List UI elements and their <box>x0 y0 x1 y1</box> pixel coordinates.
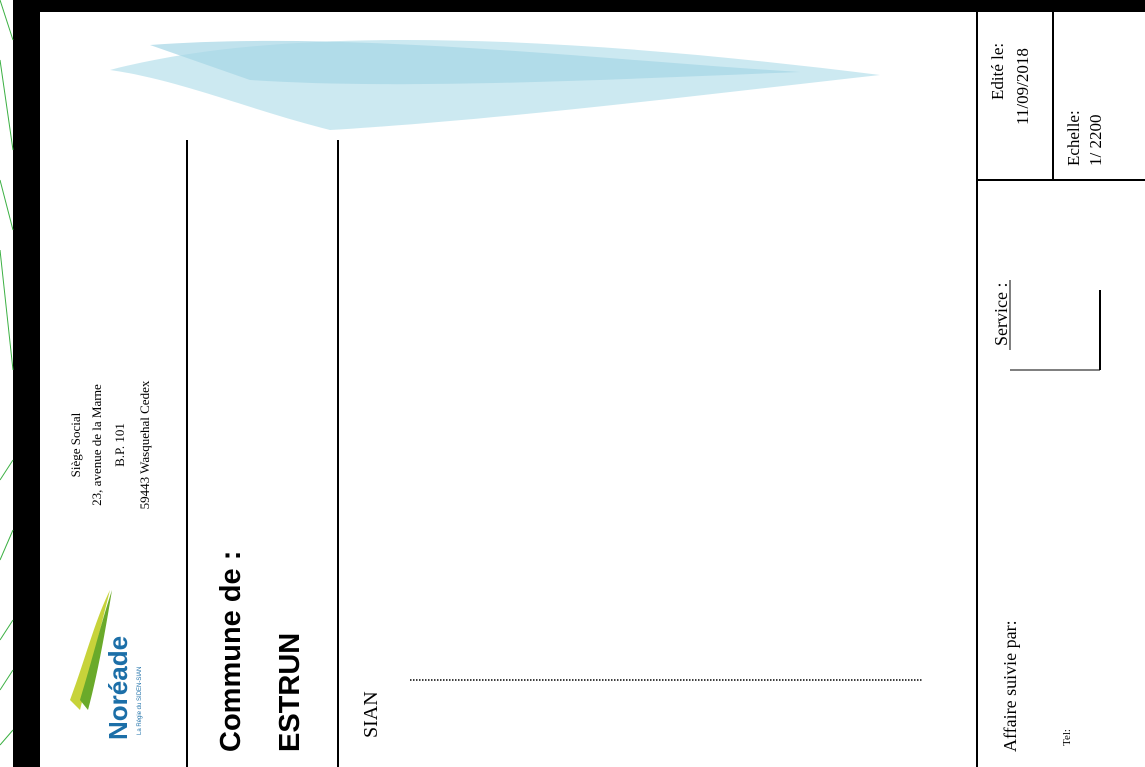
address-line: Siège Social <box>68 412 83 477</box>
network-label: SIAN <box>360 691 382 738</box>
margin-lines <box>0 0 14 746</box>
logo <box>70 590 112 710</box>
edited-date: 11/09/2018 <box>1013 48 1032 125</box>
address-line: B.P. 101 <box>112 423 127 467</box>
commune-name: ESTRUN <box>274 633 306 752</box>
commune-label: Commune de : <box>215 551 247 752</box>
followed-by: Affaire suivie par: <box>1000 620 1020 752</box>
scale-label: Echelle: <box>1064 110 1083 166</box>
logo-tagline: La Régie du SIDEN-SIAN <box>137 667 143 735</box>
service: Service : <box>991 283 1011 346</box>
address-line: 59443 Wasquehal Cedex <box>137 380 152 509</box>
scale-value: 1/ 2200 <box>1086 115 1105 166</box>
margin-strip <box>0 0 13 767</box>
address-line: 23, avenue de la Marne <box>89 384 104 506</box>
water-stroke <box>110 39 880 130</box>
edited-label: Edité le: <box>988 43 1007 100</box>
rules <box>186 12 1145 767</box>
sheet <box>40 12 1145 767</box>
logo-name: Noréade <box>103 636 133 740</box>
tel: Tel: <box>1061 729 1073 746</box>
